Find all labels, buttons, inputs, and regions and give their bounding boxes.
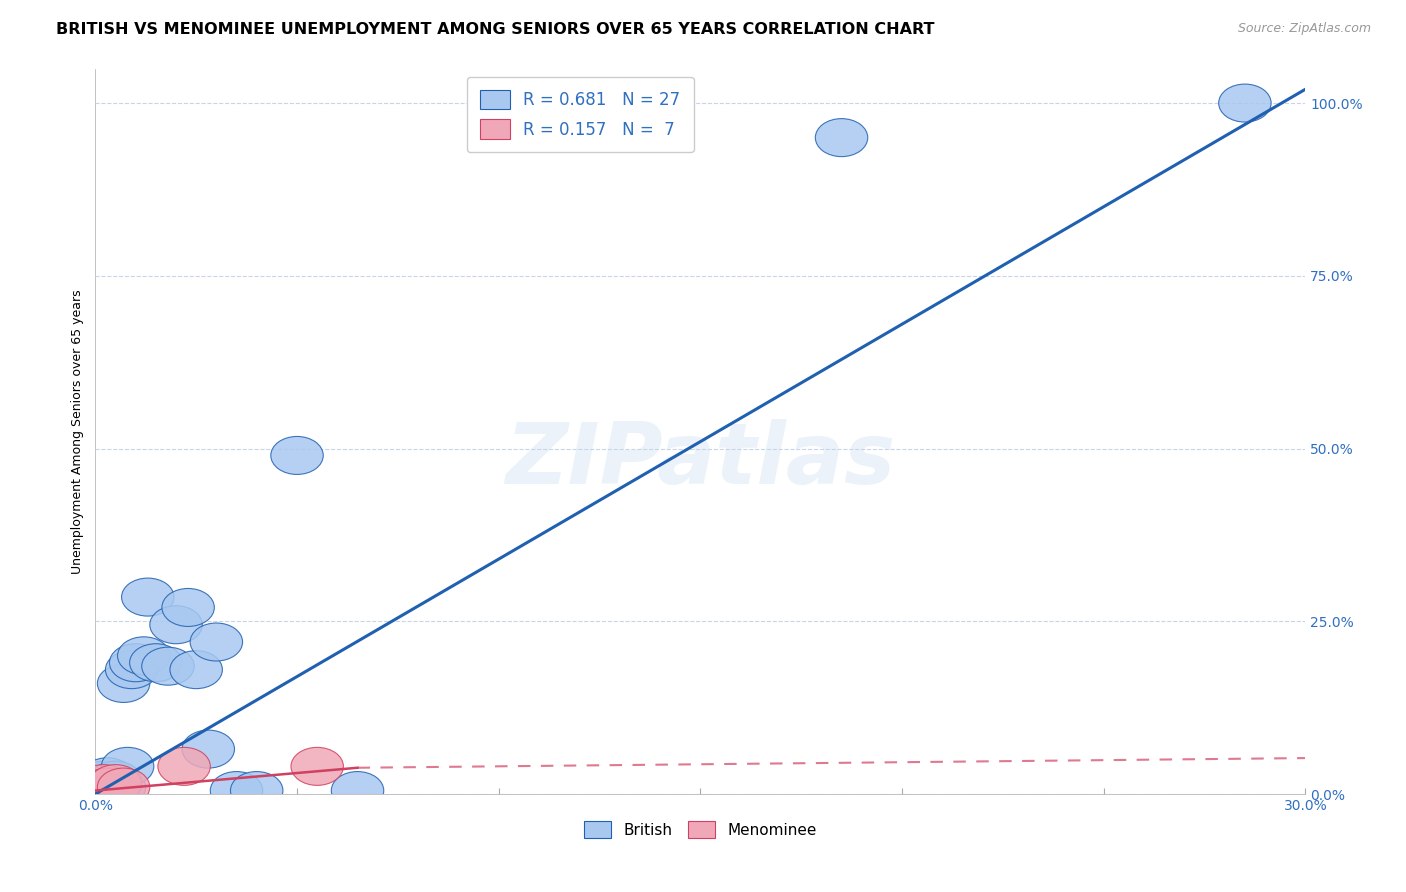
Text: BRITISH VS MENOMINEE UNEMPLOYMENT AMONG SENIORS OVER 65 YEARS CORRELATION CHART: BRITISH VS MENOMINEE UNEMPLOYMENT AMONG … bbox=[56, 22, 935, 37]
Ellipse shape bbox=[73, 768, 125, 806]
Ellipse shape bbox=[105, 650, 157, 689]
Ellipse shape bbox=[82, 757, 134, 796]
Text: Source: ZipAtlas.com: Source: ZipAtlas.com bbox=[1237, 22, 1371, 36]
Text: ZIPatlas: ZIPatlas bbox=[505, 418, 896, 502]
Ellipse shape bbox=[815, 119, 868, 157]
Ellipse shape bbox=[97, 665, 150, 703]
Ellipse shape bbox=[118, 637, 170, 675]
Ellipse shape bbox=[291, 747, 343, 785]
Legend: British, Menominee: British, Menominee bbox=[578, 814, 823, 845]
Ellipse shape bbox=[231, 772, 283, 810]
Ellipse shape bbox=[110, 644, 162, 681]
Ellipse shape bbox=[190, 623, 243, 661]
Ellipse shape bbox=[97, 768, 150, 806]
Ellipse shape bbox=[93, 768, 146, 806]
Ellipse shape bbox=[90, 764, 142, 803]
Ellipse shape bbox=[121, 578, 174, 616]
Y-axis label: Unemployment Among Seniors over 65 years: Unemployment Among Seniors over 65 years bbox=[72, 289, 84, 574]
Ellipse shape bbox=[129, 644, 181, 681]
Ellipse shape bbox=[73, 770, 125, 807]
Ellipse shape bbox=[90, 764, 142, 803]
Ellipse shape bbox=[142, 648, 194, 685]
Ellipse shape bbox=[77, 764, 129, 803]
Ellipse shape bbox=[82, 768, 134, 806]
Ellipse shape bbox=[181, 730, 235, 768]
Ellipse shape bbox=[271, 436, 323, 475]
Ellipse shape bbox=[90, 761, 142, 799]
Ellipse shape bbox=[77, 761, 129, 799]
Ellipse shape bbox=[162, 589, 214, 626]
Ellipse shape bbox=[170, 650, 222, 689]
Ellipse shape bbox=[86, 768, 138, 806]
Ellipse shape bbox=[211, 772, 263, 810]
Ellipse shape bbox=[157, 747, 211, 785]
Ellipse shape bbox=[150, 606, 202, 644]
Ellipse shape bbox=[101, 747, 153, 785]
Ellipse shape bbox=[332, 772, 384, 810]
Ellipse shape bbox=[1219, 84, 1271, 122]
Ellipse shape bbox=[77, 764, 129, 803]
